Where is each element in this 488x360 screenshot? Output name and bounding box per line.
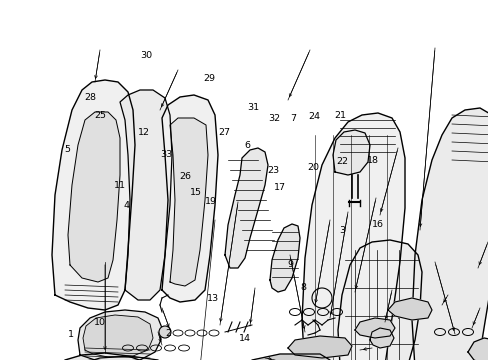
Text: 9: 9 [286, 260, 292, 269]
Polygon shape [302, 113, 404, 360]
Polygon shape [411, 108, 488, 360]
Polygon shape [162, 95, 218, 302]
Polygon shape [224, 148, 267, 268]
Polygon shape [369, 328, 393, 348]
Text: 10: 10 [94, 318, 106, 327]
Text: 4: 4 [123, 201, 129, 210]
Polygon shape [78, 310, 162, 360]
Text: 2: 2 [165, 328, 171, 338]
Text: 19: 19 [205, 197, 217, 206]
Polygon shape [170, 118, 207, 286]
Text: 16: 16 [371, 220, 383, 230]
Polygon shape [269, 224, 299, 292]
Text: 25: 25 [94, 111, 106, 120]
Polygon shape [83, 356, 164, 360]
Text: 31: 31 [247, 104, 259, 112]
Text: 6: 6 [244, 141, 249, 150]
Polygon shape [68, 112, 120, 282]
Text: 27: 27 [218, 128, 229, 137]
Text: 17: 17 [273, 183, 285, 192]
Polygon shape [467, 338, 488, 360]
Polygon shape [354, 318, 394, 338]
Text: 18: 18 [366, 156, 378, 165]
Text: 15: 15 [189, 188, 201, 197]
Polygon shape [83, 315, 153, 357]
Polygon shape [337, 240, 421, 360]
Text: 30: 30 [141, 51, 152, 60]
Polygon shape [120, 90, 172, 300]
Text: 5: 5 [64, 145, 70, 154]
Text: 32: 32 [267, 114, 279, 123]
Text: 8: 8 [300, 284, 305, 292]
Text: 1: 1 [68, 330, 74, 339]
Text: 22: 22 [336, 157, 347, 166]
Polygon shape [52, 80, 135, 310]
Text: 14: 14 [238, 334, 250, 343]
Text: 29: 29 [203, 74, 215, 83]
Text: 13: 13 [206, 294, 218, 303]
Text: 26: 26 [179, 172, 190, 181]
Polygon shape [50, 353, 152, 360]
Polygon shape [387, 298, 431, 320]
Text: 23: 23 [267, 166, 279, 175]
Polygon shape [287, 336, 351, 358]
Polygon shape [247, 354, 329, 360]
Text: 28: 28 [84, 93, 96, 102]
Text: 24: 24 [308, 112, 320, 121]
Text: 12: 12 [138, 128, 150, 137]
Text: 11: 11 [114, 181, 125, 190]
Text: 3: 3 [339, 226, 345, 235]
Circle shape [159, 326, 171, 338]
Text: 7: 7 [290, 113, 296, 122]
Text: 33: 33 [160, 150, 172, 159]
Text: 20: 20 [306, 163, 318, 172]
Text: 21: 21 [333, 111, 345, 120]
Polygon shape [332, 130, 369, 175]
